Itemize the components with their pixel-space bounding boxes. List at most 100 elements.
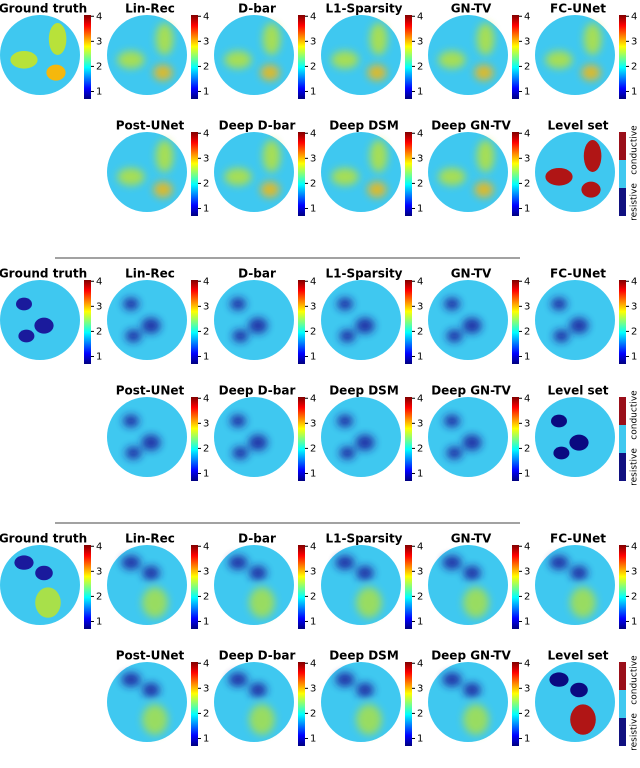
inclusions	[14, 555, 61, 618]
colorbar-background	[619, 425, 626, 453]
colorbar-tick-label: 1	[203, 203, 209, 214]
inclusion	[224, 51, 252, 69]
colorbar	[298, 15, 305, 99]
panel-title: Deep D-bar	[219, 649, 296, 663]
colorbar-tick-label: 4	[417, 128, 423, 139]
inclusions	[117, 23, 174, 81]
domain-disk	[535, 15, 615, 95]
inclusions	[123, 414, 161, 460]
panel-title: Deep GN-TV	[431, 119, 511, 133]
colorbar-tick-label: 3	[203, 418, 209, 429]
colorbar-tick-label: 4	[203, 658, 209, 669]
colorbar-tick-label: 1	[96, 86, 102, 97]
panel-title: Post-UNet	[116, 119, 185, 133]
colorbar-tick-label: 2	[417, 708, 423, 719]
colorbar-tick-label: 2	[524, 443, 530, 454]
colorbar-tick-label: 4	[631, 541, 637, 552]
colorbar	[298, 397, 305, 481]
colorbar-tick-label: 3	[524, 36, 530, 47]
colorbar-tick-label: 4	[524, 128, 530, 139]
inclusion	[125, 446, 142, 460]
colorbar-tick-label: 1	[203, 86, 209, 97]
inclusion	[463, 682, 481, 698]
panel-title: FC-UNet	[550, 267, 606, 281]
inclusion	[123, 297, 139, 311]
panel-title: D-bar	[238, 267, 276, 281]
colorbar-tick-label: 4	[203, 128, 209, 139]
colorbar-tick-label: 4	[524, 276, 530, 287]
colorbar	[298, 132, 305, 216]
inclusion	[549, 555, 569, 570]
colorbar-conductive	[619, 662, 626, 690]
colorbar-tick-label: 3	[417, 683, 423, 694]
inclusion	[16, 297, 32, 311]
inclusion	[355, 434, 375, 451]
colorbar	[405, 280, 412, 364]
inclusion	[570, 565, 588, 581]
panel-title: D-bar	[238, 2, 276, 16]
inclusions	[444, 297, 482, 343]
colorbar-tick-label: 4	[310, 393, 316, 404]
inclusion	[356, 587, 382, 618]
domain-disk	[214, 15, 294, 95]
colorbar-tick-label: 4	[524, 658, 530, 669]
panel-title: L1-Sparsity	[325, 532, 402, 546]
domain-disk	[428, 132, 508, 212]
panel-title: Deep D-bar	[219, 384, 296, 398]
colorbar-resistive	[619, 188, 626, 216]
colorbar	[298, 662, 305, 746]
inclusion	[335, 672, 355, 687]
colorbar-tick-label: 3	[524, 301, 530, 312]
colorbar-tick-label: 3	[524, 153, 530, 164]
colorbar-tick-label: 1	[310, 733, 316, 744]
colorbar-tick-label: 1	[524, 468, 530, 479]
inclusion	[583, 23, 602, 55]
inclusion	[337, 297, 353, 311]
inclusions	[545, 23, 602, 81]
inclusion	[369, 140, 388, 172]
colorbar-tick-label: 3	[310, 418, 316, 429]
inclusion	[228, 672, 248, 687]
inclusion	[141, 434, 161, 451]
colorbar-conductive	[619, 397, 626, 425]
inclusion	[545, 51, 573, 69]
inclusion	[337, 414, 353, 428]
inclusion	[260, 181, 280, 198]
colorbar-conductive	[619, 132, 626, 160]
inclusion	[570, 587, 596, 618]
colorbar-tick-label: 4	[310, 276, 316, 287]
panel-title: L1-Sparsity	[325, 2, 402, 16]
colorbar-tick-label: 1	[310, 351, 316, 362]
colorbar-tick-label: 1	[631, 86, 637, 97]
inclusions	[551, 297, 589, 343]
inclusion	[569, 434, 589, 451]
colorbar-tick-label: 3	[417, 566, 423, 577]
colorbar-tick-label: 4	[310, 11, 316, 22]
colorbar-tick-label: 2	[310, 708, 316, 719]
panel-title: Level set	[547, 384, 608, 398]
inclusions	[123, 297, 161, 343]
colorbar-tick-label: 2	[417, 326, 423, 337]
inclusion	[155, 23, 174, 55]
inclusions	[16, 297, 54, 343]
colorbar-tick-label: 3	[203, 683, 209, 694]
colorbar-tick-label: 1	[631, 616, 637, 627]
colorbar	[512, 15, 519, 99]
colorbar-tick-label: 4	[310, 541, 316, 552]
panel-title: Deep GN-TV	[431, 384, 511, 398]
inclusion	[117, 51, 145, 69]
colorbar-tick-label: 2	[631, 326, 637, 337]
domain-disk	[535, 132, 615, 212]
inclusion	[551, 414, 567, 428]
colorbar-tick-label: 2	[203, 591, 209, 602]
colorbar-tick-label: 2	[310, 443, 316, 454]
inclusions	[117, 140, 174, 198]
colorbar-tick-label: 2	[524, 326, 530, 337]
colorbar	[405, 397, 412, 481]
inclusion	[462, 434, 482, 451]
inclusion	[153, 181, 173, 198]
colorbar-tick-label: 1	[96, 351, 102, 362]
colorbar-tick-label: 3	[310, 36, 316, 47]
panel-title: L1-Sparsity	[325, 267, 402, 281]
inclusion	[581, 181, 601, 198]
